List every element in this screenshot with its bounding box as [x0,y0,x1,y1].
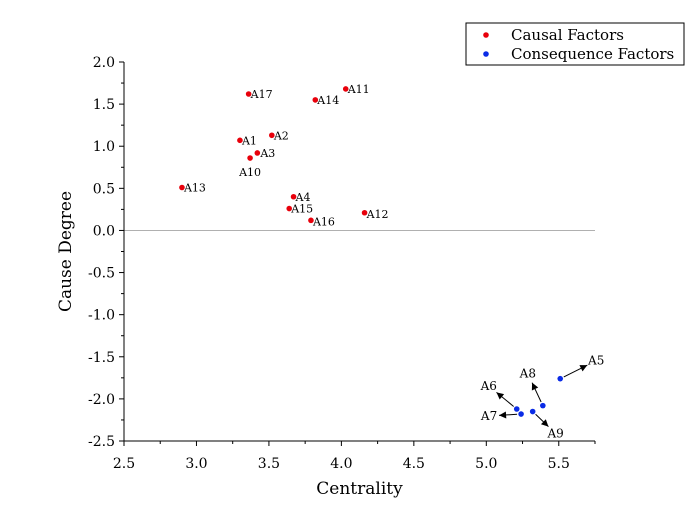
point-a2 [269,132,275,139]
point-label-a15: A15 [290,203,313,216]
point-label-a17: A17 [250,88,273,101]
point-a14 [312,97,319,103]
point-a13 [179,184,185,191]
point-label-a6: A6 [480,379,497,393]
point-a3 [254,150,261,156]
point-a5 [557,375,564,382]
legend-marker-1 [483,51,489,57]
x-tick-label: 2.5 [113,456,135,472]
point-label-a3: A3 [259,147,275,160]
y-tick-label: -1.0 [88,308,115,324]
x-tick-label: 5.0 [475,456,497,472]
point-label-a8: A8 [519,367,536,381]
point-a6 [513,406,520,412]
y-tick-label: -0.5 [88,266,115,282]
legend-box [465,22,685,66]
point-label-a1: A1 [241,134,257,147]
x-tick-label: 3.0 [185,456,207,472]
arrow-head-a9 [540,419,549,427]
x-tick-label: 4.5 [403,456,425,472]
x-tick-label: 5.5 [548,456,570,472]
point-a15 [286,205,293,212]
point-a17 [245,91,252,97]
legend-label-0: Causal Factors [511,26,624,44]
point-label-a12: A12 [366,208,389,221]
point-a16 [308,217,314,224]
arrow-head-a7 [499,411,507,419]
point-label-a10: A10 [238,166,261,179]
axes: 2.5 3.0 3.5 4.0 4.5 5.0 5.5 2.0 1.5 1.0 0.5 0.0 -0.5… [88,55,596,472]
point-label-a4: A4 [295,191,311,204]
point-a8 [540,402,546,409]
x-tick-label: 3.5 [258,456,280,472]
y-tick-label: 0.5 [93,181,115,197]
point-label-a7: A7 [480,409,497,423]
y-tick-label: 0.0 [93,223,115,239]
point-label-a11: A11 [347,83,370,96]
x-tick-label: 4.0 [330,456,352,472]
legend-label-1: Consequence Factors [511,45,674,63]
point-a12 [361,209,368,216]
point-label-a14: A14 [316,94,339,107]
point-a11 [342,86,349,92]
point-a10 [247,155,253,161]
point-label-a13: A13 [183,181,206,194]
y-tick-label: 1.0 [93,139,115,155]
y-axis-label: Cause Degree [56,191,76,312]
point-label-a2: A2 [273,129,289,142]
x-axis-label: Centrality [316,479,403,499]
arrow-head-a8 [531,382,539,391]
y-tick-label: 1.5 [93,97,115,113]
point-a9 [529,408,536,415]
point-a7 [518,411,524,417]
point-label-a5: A5 [587,354,604,368]
legend-marker-0 [483,32,489,38]
point-label-a16: A16 [312,215,335,228]
point-a1 [237,137,243,144]
y-tick-label: -2.0 [88,392,115,408]
y-tick-label: -2.5 [88,434,115,450]
arrow-head-a5 [579,365,588,372]
y-tick-label: -1.5 [88,350,115,366]
y-tick-label: 2.0 [93,55,115,71]
arrow-head-a6 [496,392,505,400]
point-label-a9: A9 [547,427,564,441]
point-a4 [290,193,297,200]
